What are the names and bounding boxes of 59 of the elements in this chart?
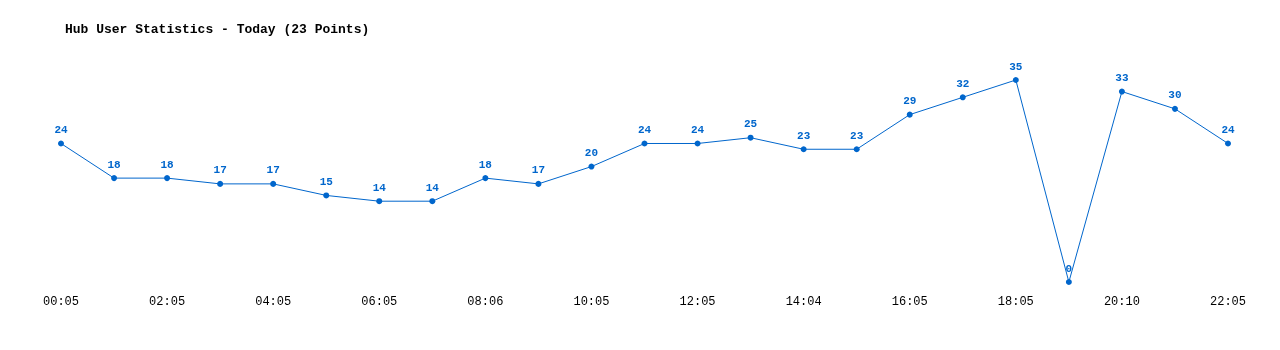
point bbox=[323, 192, 330, 199]
data-label: 33 bbox=[1115, 72, 1129, 85]
data-label: 32 bbox=[956, 77, 970, 90]
point bbox=[959, 94, 966, 101]
x-tick-label: 02:05 bbox=[149, 295, 186, 309]
point bbox=[111, 175, 118, 182]
point bbox=[747, 134, 754, 141]
data-label: 24 bbox=[54, 123, 68, 136]
data-label: 18 bbox=[478, 158, 493, 171]
data-label: 24 bbox=[1221, 123, 1235, 136]
point bbox=[164, 175, 171, 182]
x-tick-label: 20:10 bbox=[1103, 295, 1140, 309]
point bbox=[694, 140, 701, 147]
point bbox=[217, 180, 224, 187]
point bbox=[800, 146, 807, 153]
point bbox=[641, 140, 648, 147]
data-label: 17 bbox=[531, 164, 546, 177]
data-label: 18 bbox=[160, 158, 175, 171]
data-label: 18 bbox=[107, 158, 122, 171]
data-label: 0 bbox=[1065, 262, 1073, 275]
x-tick-label: 22:05 bbox=[1209, 295, 1247, 309]
data-label: 15 bbox=[319, 175, 334, 188]
x-tick-label: 00:05 bbox=[42, 295, 80, 309]
data-label: 20 bbox=[584, 147, 599, 160]
point bbox=[270, 180, 277, 187]
x-tick-label: 16:05 bbox=[891, 295, 928, 309]
data-label: 24 bbox=[690, 123, 705, 136]
x-tick-label: 12:05 bbox=[679, 295, 716, 309]
x-tick-label: 18:05 bbox=[997, 295, 1034, 309]
data-label: 25 bbox=[743, 118, 758, 131]
data-label: 23 bbox=[850, 129, 864, 142]
data-label: 17 bbox=[266, 164, 280, 177]
x-tick-label: 04:05 bbox=[255, 295, 292, 309]
point bbox=[1118, 88, 1125, 95]
chart-title: Hub User Statistics - Today (23 Points) bbox=[65, 22, 370, 37]
x-tick-label: 14:04 bbox=[785, 295, 822, 309]
x-tick-label: 10:05 bbox=[573, 295, 610, 309]
point bbox=[429, 198, 436, 205]
data-label: 17 bbox=[213, 164, 227, 177]
data-label: 14 bbox=[425, 181, 440, 194]
point bbox=[588, 163, 595, 170]
point bbox=[1171, 105, 1178, 112]
x-tick-label: 08:06 bbox=[467, 295, 504, 309]
point bbox=[482, 175, 489, 182]
point bbox=[853, 146, 860, 153]
x-tick-label: 06:05 bbox=[361, 295, 398, 309]
point bbox=[906, 111, 913, 118]
data-label: 29 bbox=[903, 95, 917, 108]
point bbox=[1012, 77, 1019, 83]
point bbox=[1225, 140, 1231, 147]
point bbox=[376, 198, 383, 205]
point bbox=[58, 140, 64, 147]
data-label: 24 bbox=[637, 123, 652, 136]
data-label: 23 bbox=[797, 129, 811, 142]
point bbox=[1065, 279, 1072, 285]
data-label: 30 bbox=[1168, 89, 1182, 102]
data-label: 14 bbox=[372, 181, 387, 194]
data-label: 35 bbox=[1009, 60, 1023, 73]
point bbox=[535, 180, 542, 187]
